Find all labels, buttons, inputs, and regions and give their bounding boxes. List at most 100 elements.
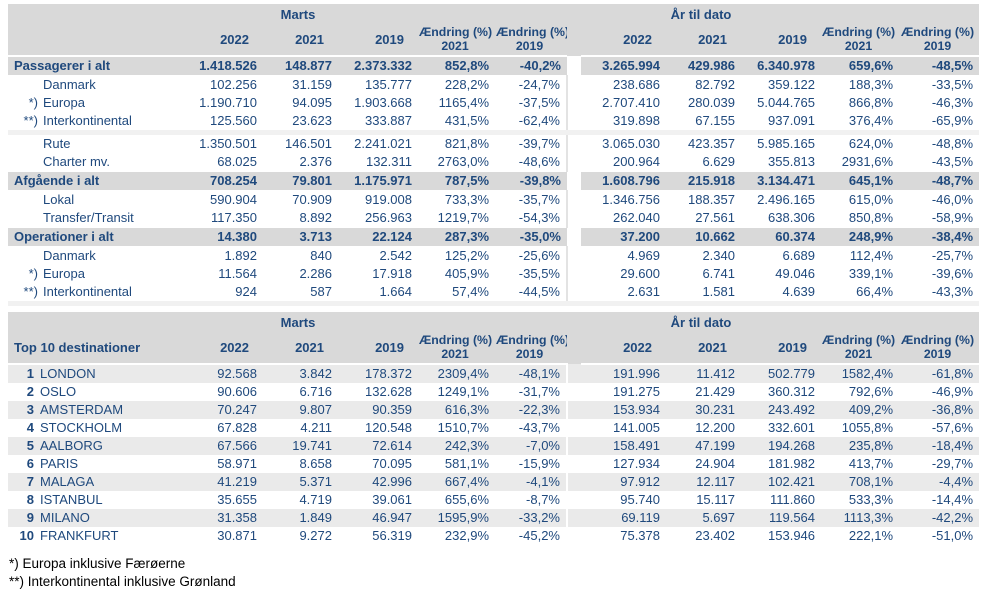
destination-label: 3 AMSTERDAM — [8, 401, 178, 419]
city-name: AALBORG — [40, 438, 103, 453]
table-row: Afgående i alt 708.254 79.801 1.175.971 787,… — [8, 171, 980, 191]
footnote-interkontinental: **) Interkontinental inklusive Grønland — [9, 574, 236, 589]
year-col-header: 2021 — [263, 331, 338, 365]
row-label-text: Danmark — [43, 248, 96, 263]
cell-value: 359.122 — [741, 75, 822, 94]
cell-value: -46,3% — [899, 94, 980, 112]
row-label: Transfer/Transit — [8, 209, 178, 228]
cell-value: 235,8% — [821, 437, 900, 455]
top10-table-header: Marts År til dato Top 10 destinationer 2… — [8, 312, 980, 365]
cell-value: -33,5% — [899, 75, 980, 94]
cell-value: -25,7% — [899, 246, 980, 265]
cell-value: 587 — [263, 283, 338, 301]
cell-value: 2.340 — [666, 246, 741, 265]
cell-value: 787,5% — [418, 171, 495, 191]
table-row: 2 OSLO 90.606 6.716 132.628 1249,1% -31,7% 191.… — [8, 383, 980, 401]
cell-value: 1165,4% — [418, 94, 495, 112]
cell-value: 355.813 — [741, 153, 822, 172]
year-col-header: 2019 — [741, 23, 822, 57]
cell-value: 215.918 — [666, 171, 741, 191]
cell-value: 95.740 — [581, 491, 666, 509]
destination-label: 1 LONDON — [8, 364, 178, 383]
year-col-header: 2021 — [666, 331, 741, 365]
cell-value: 2.373.332 — [338, 55, 418, 76]
row-label: *) Europa — [8, 94, 178, 112]
cell-value: 792,6% — [821, 383, 900, 401]
cell-value: 127.934 — [581, 455, 666, 473]
cell-value: 30.871 — [178, 527, 263, 545]
group-separator — [566, 437, 581, 455]
group-separator — [566, 419, 581, 437]
table-row: 6 PARIS 58.971 8.658 70.095 581,1% -15,9% 127.9… — [8, 455, 980, 473]
group-separator — [566, 455, 581, 473]
cell-value: 616,3% — [418, 401, 495, 419]
cell-value: 1.175.971 — [338, 171, 418, 191]
cell-value: 937.091 — [741, 112, 822, 130]
rank-number: 1 — [26, 366, 34, 381]
row-label-text: Danmark — [43, 77, 96, 92]
table-row: 7 MALAGA 41.219 5.371 42.996 667,4% -4,1% 97.91… — [8, 473, 980, 491]
table-row: Rute 1.350.501 146.501 2.241.021 821,8% -39,7… — [8, 135, 980, 153]
cell-value: 6.716 — [263, 383, 338, 401]
cell-value: 6.629 — [666, 153, 741, 172]
destination-label: 7 MALAGA — [8, 473, 178, 491]
cell-value: 67.566 — [178, 437, 263, 455]
destination-label: 9 MILANO — [8, 509, 178, 527]
table-row: 10 FRANKFURT 30.871 9.272 56.319 232,9% -45,2%… — [8, 527, 980, 545]
group-header-marts: Marts — [178, 4, 418, 23]
year-col-header: 2019 — [741, 331, 822, 365]
rank-number: 6 — [26, 456, 34, 471]
cell-value: -8,7% — [495, 491, 567, 509]
row-label-text: Rute — [43, 136, 71, 151]
cell-value: -31,7% — [495, 383, 567, 401]
cell-value: 68.025 — [178, 153, 263, 172]
table-row: Passagerer i alt 1.418.526 148.877 2.373.33… — [8, 55, 980, 76]
cell-value: 1.418.526 — [178, 55, 263, 76]
cell-value: -54,3% — [495, 209, 567, 228]
cell-value: 37.200 — [581, 227, 666, 247]
cell-value: 6.741 — [666, 265, 741, 283]
cell-value: 248,9% — [821, 227, 900, 247]
cell-value: -46,9% — [899, 383, 980, 401]
city-name: AMSTERDAM — [40, 402, 124, 417]
cell-value: -35,0% — [495, 227, 567, 247]
group-separator — [566, 153, 581, 172]
group-header-row: Marts År til dato — [8, 4, 980, 56]
rank-number: 8 — [26, 492, 34, 507]
cell-value: 153.934 — [581, 401, 666, 419]
row-label-text: Lokal — [43, 192, 75, 207]
table-row: 5 AALBORG 67.566 19.741 72.614 242,3% -7,0% 158… — [8, 437, 980, 455]
cell-value: 1055,8% — [821, 419, 900, 437]
table-row: Lokal 590.904 70.909 919.008 733,3% -35,7% 1.3… — [8, 190, 980, 209]
row-label-text: Afgående i alt — [14, 173, 100, 188]
cell-value: 67.828 — [178, 419, 263, 437]
group-separator — [566, 209, 581, 228]
year-col-header: 2022 — [581, 331, 666, 365]
cell-value: 120.548 — [338, 419, 418, 437]
row-label: Danmark — [8, 246, 178, 265]
rank-number: 5 — [26, 438, 34, 453]
cell-value: 319.898 — [581, 112, 666, 130]
row-label: Lokal — [8, 190, 178, 209]
cell-value: 22.124 — [338, 227, 418, 247]
cell-value: 21.429 — [666, 383, 741, 401]
change-label: Ændring (%) — [419, 332, 493, 347]
cell-value: 6.340.978 — [741, 55, 822, 76]
group-separator — [566, 135, 581, 153]
city-name: MILANO — [40, 510, 90, 525]
cell-value: 24.904 — [666, 455, 741, 473]
cell-value: -48,1% — [495, 364, 567, 383]
cell-value: 413,7% — [821, 455, 900, 473]
change-label: Ændring (%) — [496, 332, 567, 347]
group-separator — [566, 383, 581, 401]
cell-value: 66,4% — [821, 283, 900, 301]
cell-value: 2931,6% — [821, 153, 900, 172]
cell-value: 280.039 — [666, 94, 741, 112]
destination-label: 2 OSLO — [8, 383, 178, 401]
cell-value: 69.119 — [581, 509, 666, 527]
cell-value: 333.887 — [338, 112, 418, 130]
cell-value: 60.374 — [741, 227, 822, 247]
city-name: OSLO — [40, 384, 77, 399]
change-col-header: Ændring (%) 2021 — [821, 331, 900, 365]
